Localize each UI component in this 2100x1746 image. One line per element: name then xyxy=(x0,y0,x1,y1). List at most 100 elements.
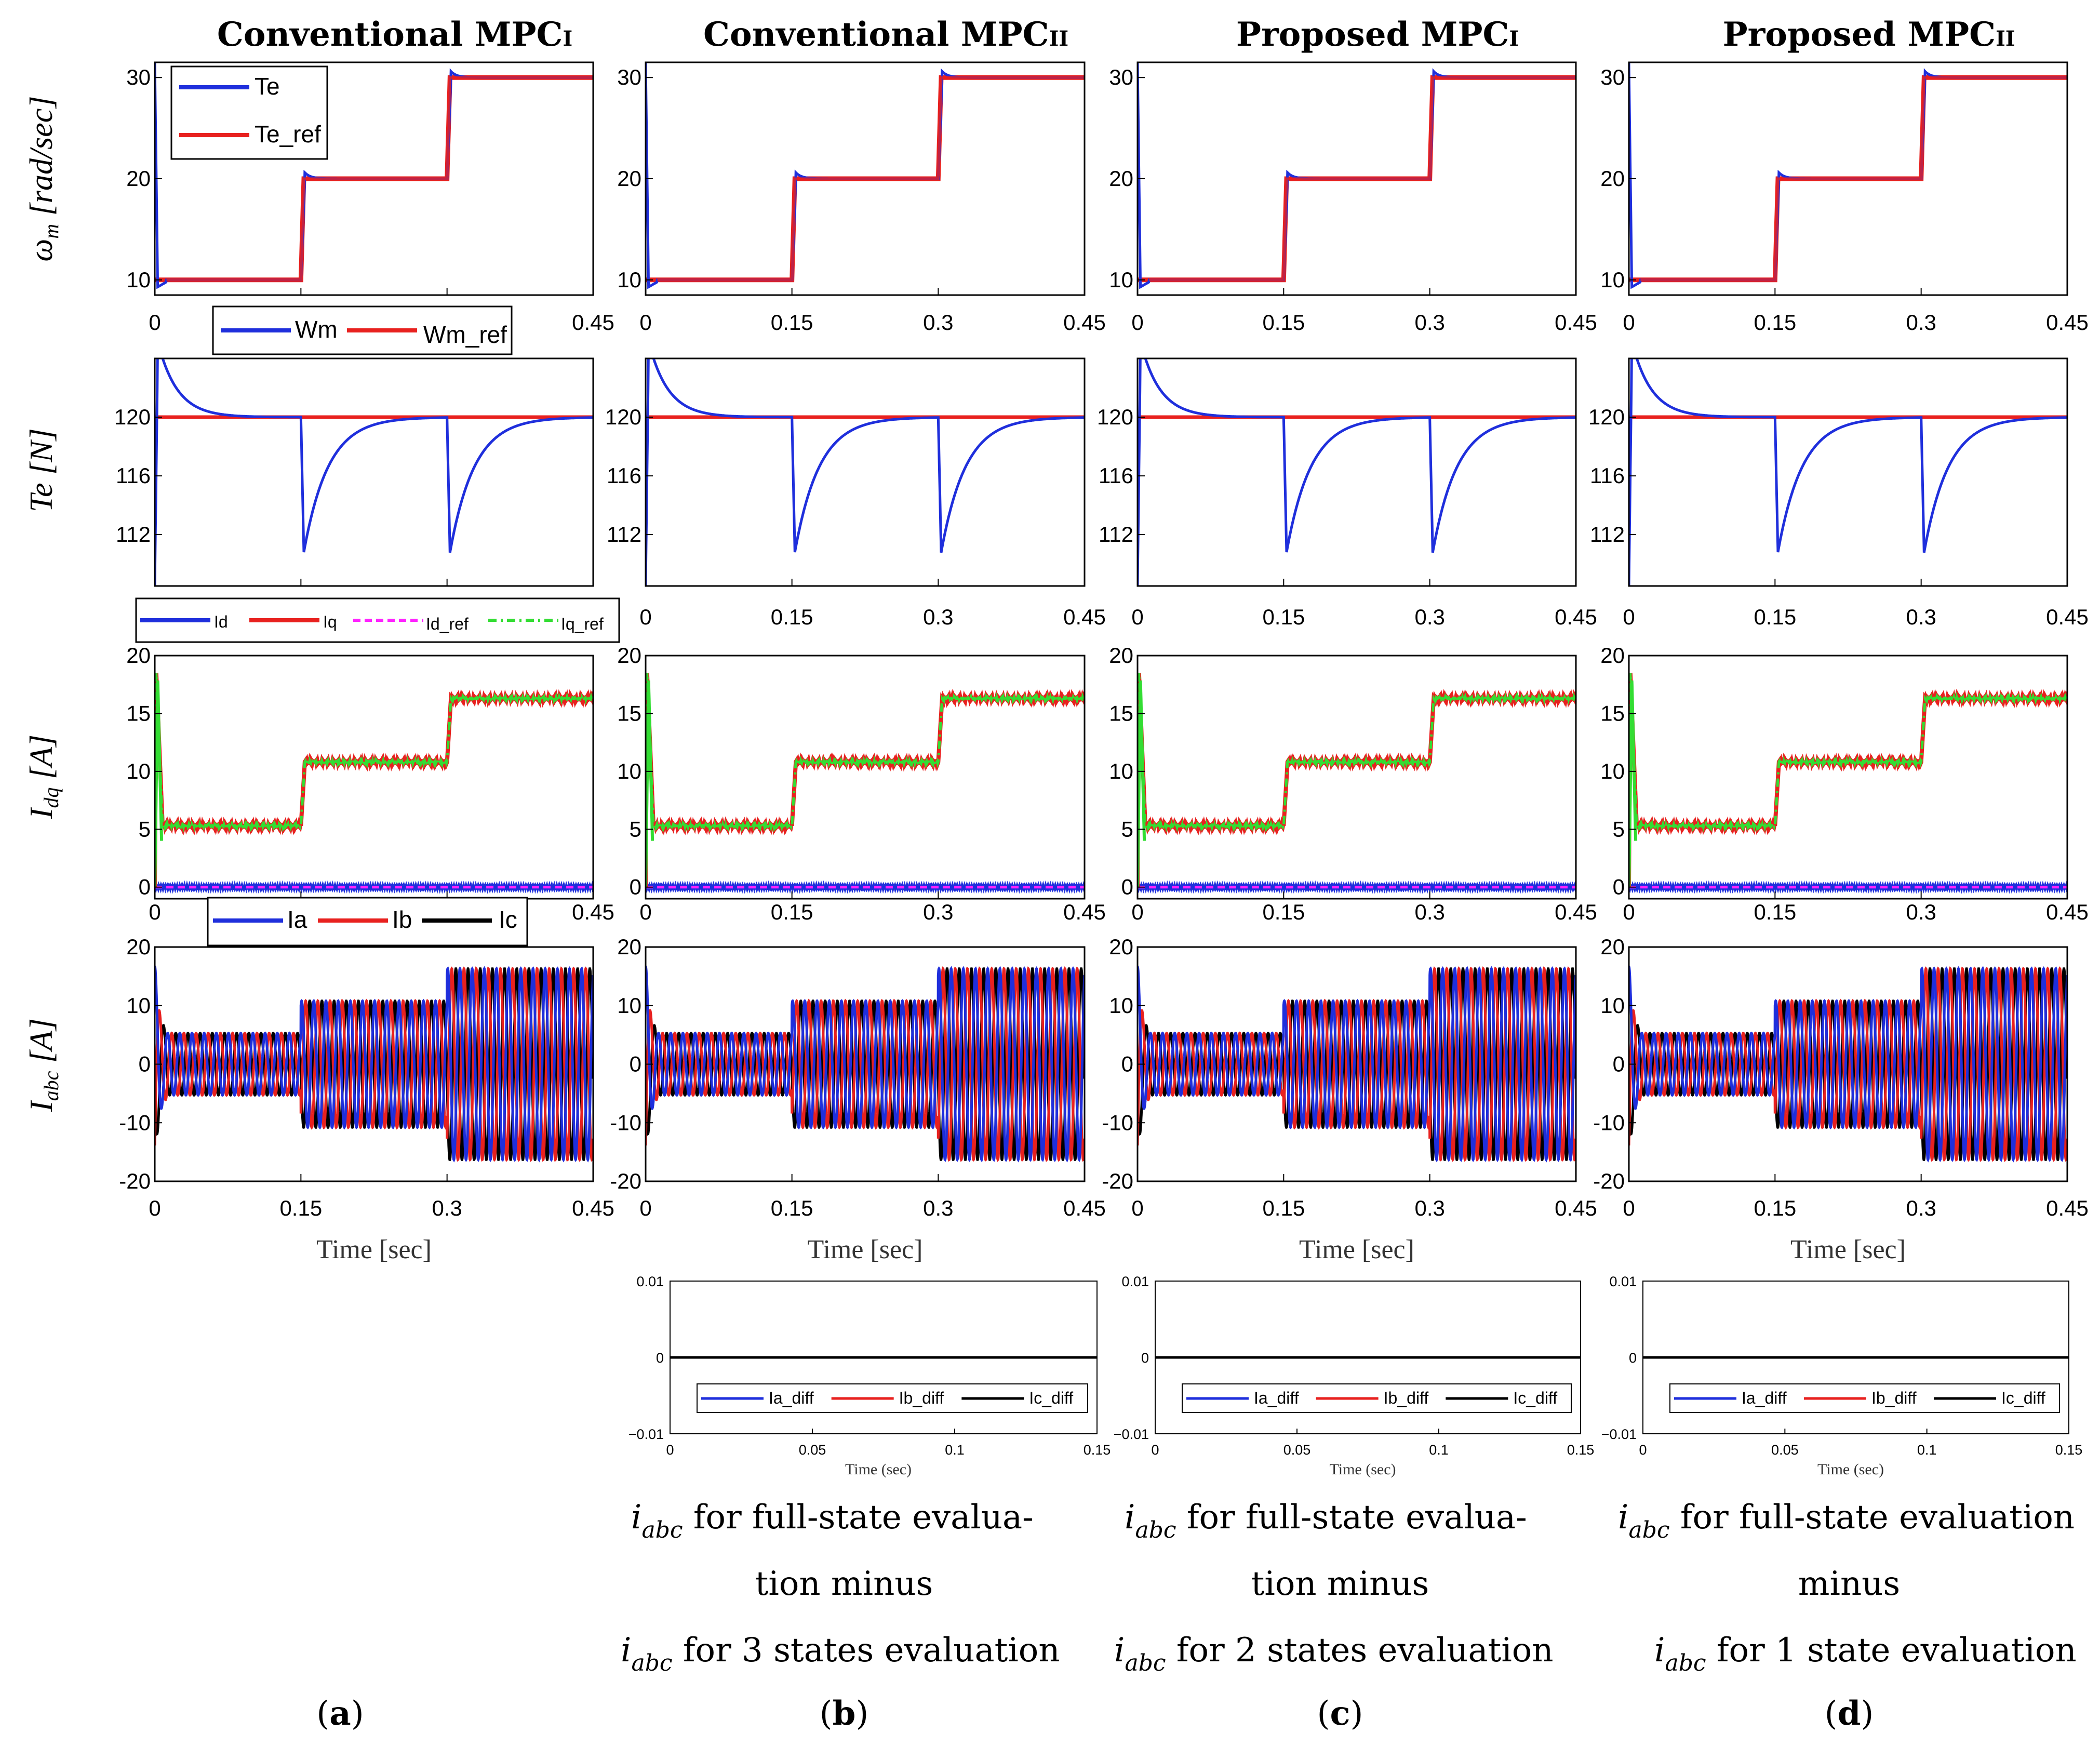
torque-ytick-label: 116 xyxy=(1590,463,1625,488)
column-title-sub: I xyxy=(563,26,572,51)
speed-plot-area xyxy=(155,62,593,289)
series-Te_ref-overlay xyxy=(166,76,593,282)
torque-xtick-label: 0.15 xyxy=(1754,605,1796,629)
idq-axes-box xyxy=(1136,655,1577,900)
series-Ib-line xyxy=(1138,966,1576,1162)
series-Ic-line xyxy=(646,967,1085,1161)
diff-ytick-label: −0.01 xyxy=(1601,1427,1637,1442)
torque-xtick-label: 0.45 xyxy=(1555,605,1597,629)
legend-label: Ic_diff xyxy=(1029,1389,1073,1407)
series-Ib-line xyxy=(646,966,1085,1162)
torque-plot-area xyxy=(1138,358,1576,586)
series-Te_ref-overlay xyxy=(1640,76,2067,282)
series-Iq_ref-start xyxy=(1629,680,1638,887)
diff-ytick-label: 0.01 xyxy=(636,1274,664,1289)
iabc-ytick-label: -20 xyxy=(1102,1169,1133,1193)
series-Ia-line xyxy=(1138,965,1576,1163)
iabc-xtick-label: 0.15 xyxy=(771,1196,813,1220)
legend-label: Ic_diff xyxy=(2001,1389,2045,1407)
torque-ytick-label: 120 xyxy=(114,405,151,429)
idq-ytick-label: 10 xyxy=(1109,759,1133,783)
idq-xtick-label: 0.3 xyxy=(923,900,953,924)
caption-line-1: iabc for full-state evalua- xyxy=(631,1498,1034,1543)
iabc-ytick-label: -10 xyxy=(1102,1110,1133,1135)
iabc-xtick-label: 0 xyxy=(639,1196,651,1220)
legend-label: Ia xyxy=(287,906,307,933)
idq-ytick-label: 20 xyxy=(1600,643,1625,668)
caption-line-1: iabc for full-state evalua- xyxy=(1125,1498,1527,1543)
row-label-torque: Te [N] xyxy=(24,428,59,512)
iabc-plot-area xyxy=(1629,965,2067,1163)
iabc-ytick-label: -10 xyxy=(1593,1110,1625,1135)
legend-label: Iq xyxy=(323,612,337,631)
series-Te-line xyxy=(646,62,1085,289)
speed-ytick-label: 30 xyxy=(1109,65,1133,89)
column-title-sub: II xyxy=(1049,26,1068,51)
iabc-ytick-label: 10 xyxy=(1109,993,1133,1018)
legend-label: Ia_diff xyxy=(1254,1389,1299,1407)
series-Ib-line xyxy=(1629,966,2067,1162)
legend-label: Ia_diff xyxy=(769,1389,814,1407)
iabc-xtick-label: 0.45 xyxy=(1555,1196,1597,1220)
iabc-xtick-label: 0 xyxy=(1623,1196,1635,1220)
iabc-plot-area xyxy=(155,965,593,1163)
torque-xtick-label: 0.3 xyxy=(1414,605,1444,629)
x-axis-label: Time [sec] xyxy=(316,1235,432,1264)
diff-ytick-label: 0 xyxy=(656,1350,664,1366)
speed-ytick-label: 30 xyxy=(126,65,151,89)
panel-label-c: (c) xyxy=(1317,1694,1363,1733)
speed-ytick-label: 10 xyxy=(1109,268,1133,292)
torque-xtick-label: 0.3 xyxy=(1906,605,1936,629)
speed-xtick-label: 0.45 xyxy=(2046,310,2089,335)
chart-idq-b: 0 5 10 15 20 0 0.15 0.3 0.45 xyxy=(617,643,1106,924)
legend-label: Id_ref xyxy=(426,615,469,633)
x-axis-label: Time [sec] xyxy=(1299,1235,1414,1264)
legend-label: Te_ref xyxy=(255,121,321,148)
speed-ytick-label: 10 xyxy=(1600,268,1625,292)
series-Iq-line xyxy=(1629,673,2067,887)
iabc-xtick-label: 0.3 xyxy=(432,1196,462,1220)
iabc-ytick-label: 10 xyxy=(1600,993,1625,1018)
series-Iq-line xyxy=(155,673,593,887)
x-axis-label: Time [sec] xyxy=(808,1235,923,1264)
torque-ytick-label: 116 xyxy=(1099,463,1133,488)
caption-line-2: tion minus xyxy=(1251,1565,1429,1603)
torque-axes-box xyxy=(1136,357,1577,587)
diff-ytick-label: 0 xyxy=(1629,1350,1637,1366)
series-Ic-line xyxy=(1138,967,1576,1161)
series-Wm-line xyxy=(1138,358,1576,586)
speed-xtick-label: 0.15 xyxy=(1754,310,1796,335)
series-Te-line xyxy=(1629,62,2067,289)
diff-ytick-label: 0.01 xyxy=(1609,1274,1637,1289)
idq-xtick-label: 0 xyxy=(1623,900,1635,924)
panel-label-b: (b) xyxy=(820,1694,869,1733)
idq-xtick-label: 0.45 xyxy=(572,900,614,924)
series-Ic-line xyxy=(1629,967,2067,1161)
chart-torque-a: 112 116 120 xyxy=(114,357,594,587)
idq-xtick-label: 0.3 xyxy=(1906,900,1936,924)
torque-ytick-label: 112 xyxy=(607,522,641,547)
series-Ic-line xyxy=(155,967,593,1161)
iabc-xtick-label: 0.15 xyxy=(1262,1196,1305,1220)
chart-iabc-d: -20 -10 0 10 20 0 0.15 0.3 0.45 Time [sec] xyxy=(1593,935,2089,1264)
idq-xtick-label: 0.45 xyxy=(1555,900,1597,924)
torque-axes-box xyxy=(645,357,1086,587)
caption-line-3: iabc for 1 state evaluation xyxy=(1654,1631,2077,1676)
diff-ytick-label: 0 xyxy=(1141,1350,1149,1366)
torque-plot-area xyxy=(1629,358,2067,586)
torque-xtick-label: 0.3 xyxy=(923,605,953,629)
speed-plot-area xyxy=(1629,62,2067,289)
diff-xtick-label: 0.05 xyxy=(799,1442,826,1458)
row-label-iabc: Iabc [A] xyxy=(24,1018,63,1112)
caption-b: iabc for full-state evalua-tion minus iab… xyxy=(621,1498,1060,1676)
torque-xtick-label: 0.45 xyxy=(2046,605,2089,629)
diff-xtick-label: 0.05 xyxy=(1771,1442,1799,1458)
idq-xtick-label: 0.3 xyxy=(1414,900,1444,924)
idq-axes-box xyxy=(154,655,594,900)
idq-xtick-label: 0.15 xyxy=(1754,900,1796,924)
idq-ytick-label: 10 xyxy=(126,759,151,783)
torque-ytick-label: 120 xyxy=(1097,405,1133,429)
iabc-ytick-label: -10 xyxy=(610,1110,641,1135)
